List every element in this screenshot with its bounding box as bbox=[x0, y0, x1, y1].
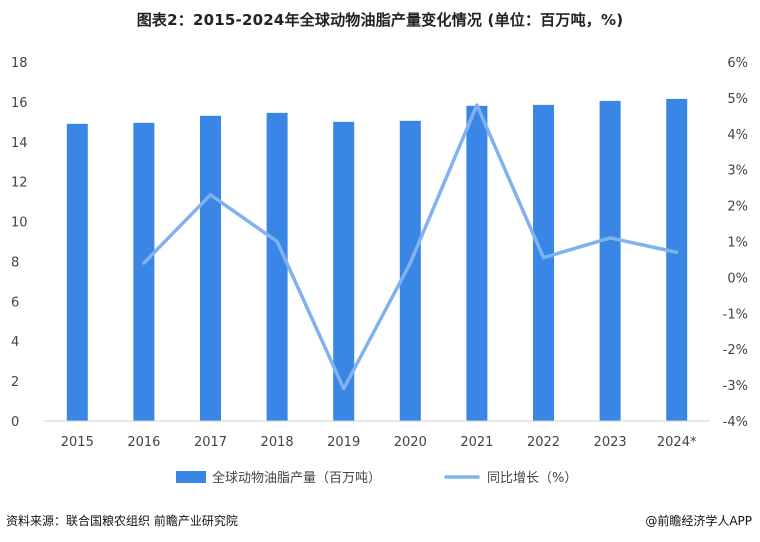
bar-2023 bbox=[599, 100, 621, 422]
y-left-tick: 18 bbox=[11, 56, 28, 71]
y-left-tick: 12 bbox=[11, 176, 28, 191]
growth-point-2018 bbox=[275, 240, 279, 243]
y-right-tick: 2% bbox=[727, 200, 748, 215]
y-left-tick: 4 bbox=[11, 335, 19, 350]
x-tick-2015: 2015 bbox=[61, 435, 94, 450]
chart-title: 图表2：2015-2024年全球动物油脂产量变化情况 (单位：百万吨，%) bbox=[136, 11, 624, 29]
bar-2016 bbox=[133, 122, 155, 421]
y-right-tick: 3% bbox=[727, 164, 748, 179]
x-tick-2021: 2021 bbox=[460, 435, 493, 450]
legend: 全球动物油脂产量（百万吨） 同比增长（%） bbox=[176, 470, 577, 486]
y-left-tick: 0 bbox=[11, 415, 19, 430]
x-tick-2017: 2017 bbox=[194, 435, 227, 450]
x-tick-2022: 2022 bbox=[527, 435, 560, 450]
y-right-tick: 0% bbox=[727, 271, 748, 286]
y-right-tick: 5% bbox=[727, 92, 748, 107]
bar-2020 bbox=[399, 120, 421, 421]
growth-point-2017 bbox=[209, 193, 212, 197]
y-left-tick: 6 bbox=[11, 295, 19, 310]
y-right-tick: -2% bbox=[723, 343, 748, 358]
bar-2024* bbox=[666, 98, 688, 422]
y-right-tick: 6% bbox=[727, 56, 748, 71]
x-tick-2023: 2023 bbox=[594, 435, 627, 450]
growth-point-2022 bbox=[542, 256, 545, 260]
line-layer bbox=[142, 103, 679, 391]
bars-layer bbox=[66, 98, 688, 422]
bar-2018 bbox=[266, 112, 288, 421]
axis-layer: 0 2 4 6 8 10 12 14 16 18 -4% -3% -2% -1% 0% 1% 2% 3% 4% 5% 6… bbox=[11, 56, 748, 450]
y-right-tick: -1% bbox=[723, 307, 748, 322]
y-right-tick: 4% bbox=[727, 128, 748, 143]
growth-point-2019 bbox=[342, 387, 346, 391]
growth-point-2023 bbox=[608, 236, 612, 240]
bar-2017 bbox=[200, 115, 221, 421]
y-right-tick: 1% bbox=[727, 236, 748, 251]
y-left-tick: 8 bbox=[11, 255, 19, 270]
growth-point-2020 bbox=[408, 261, 412, 265]
x-tick-2019: 2019 bbox=[327, 435, 360, 450]
y-right-tick: -4% bbox=[723, 415, 748, 430]
bar-2019 bbox=[333, 121, 355, 421]
x-tick-2016: 2016 bbox=[127, 435, 160, 450]
y-left-tick: 16 bbox=[11, 96, 28, 111]
brand-credit: @前瞻经济学人APP bbox=[645, 514, 752, 528]
growth-point-2021 bbox=[475, 103, 479, 107]
x-tick-2018: 2018 bbox=[261, 435, 294, 450]
x-tick-2024*: 2024* bbox=[657, 435, 697, 450]
y-right-tick: -3% bbox=[723, 379, 748, 394]
y-left-tick: 10 bbox=[11, 216, 28, 231]
y-left-tick: 2 bbox=[11, 375, 19, 390]
x-tick-2020: 2020 bbox=[394, 435, 427, 450]
source-note: 资料来源：联合国粮农组织 前瞻产业研究院 bbox=[6, 514, 238, 528]
legend-line-label: 同比增长（%） bbox=[487, 471, 577, 486]
growth-point-2024* bbox=[675, 250, 679, 254]
growth-point-2016 bbox=[142, 261, 146, 265]
y-left-tick: 14 bbox=[11, 136, 28, 151]
legend-bar-label: 全球动物油脂产量（百万吨） bbox=[212, 470, 381, 486]
bar-2022 bbox=[533, 104, 554, 421]
bar-2021 bbox=[466, 105, 488, 421]
bar-2015 bbox=[66, 123, 88, 422]
legend-bar-swatch bbox=[176, 471, 206, 483]
